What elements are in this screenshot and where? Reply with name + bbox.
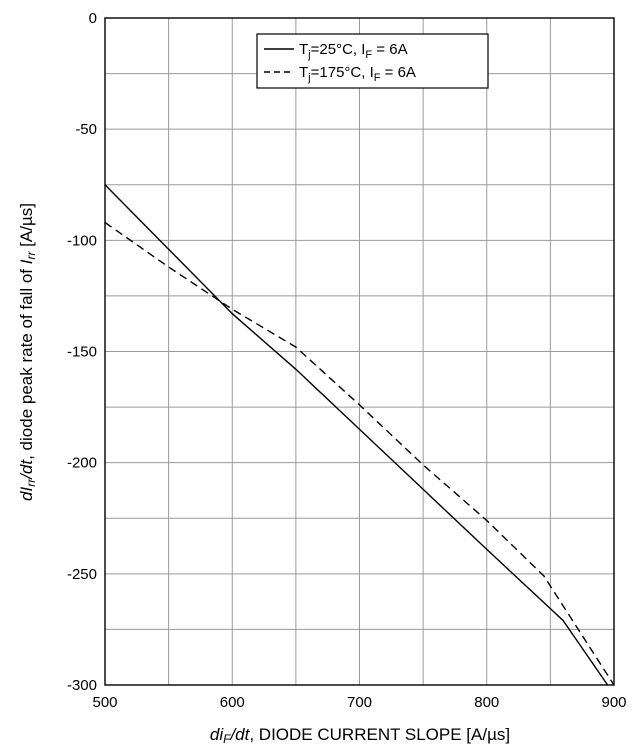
y-tick-label: -100 [67,232,97,249]
series-line-1-solid [104,184,609,686]
plot-frame [104,17,615,686]
y-tick-label: -150 [67,344,97,361]
y-tick-label: -50 [75,121,97,138]
legend-entry-2: Tj=175°C, IF = 6A [299,64,416,84]
tick-labels: 500 600 700 800 900 0 -50 -100 -150 -200 -250 -300 [67,10,627,711]
x-tick-label: 600 [220,694,245,711]
legend-box [256,33,489,89]
y-tick-label: 0 [89,10,97,27]
legend: Tj=25°C, IF = 6A Tj=175°C, IF = 6A [256,33,489,89]
series-line-2-dashed [104,221,615,686]
y-tick-label: -200 [67,455,97,472]
x-axis-title: diF/dt, DIODE CURRENT SLOPE [A/µs] [210,725,510,746]
y-tick-label: -250 [67,566,97,583]
x-tick-label: 900 [601,694,626,711]
x-tick-label: 700 [347,694,372,711]
x-tick-label: 500 [92,694,117,711]
legend-entry-1: Tj=25°C, IF = 6A [299,41,408,61]
series-layer [104,184,615,686]
y-axis-title: dIrr/dt, diode peak rate of fall of Irr … [17,203,38,501]
y-tick-label: -300 [67,677,97,694]
grid-layer [105,18,614,685]
x-tick-label: 800 [474,694,499,711]
